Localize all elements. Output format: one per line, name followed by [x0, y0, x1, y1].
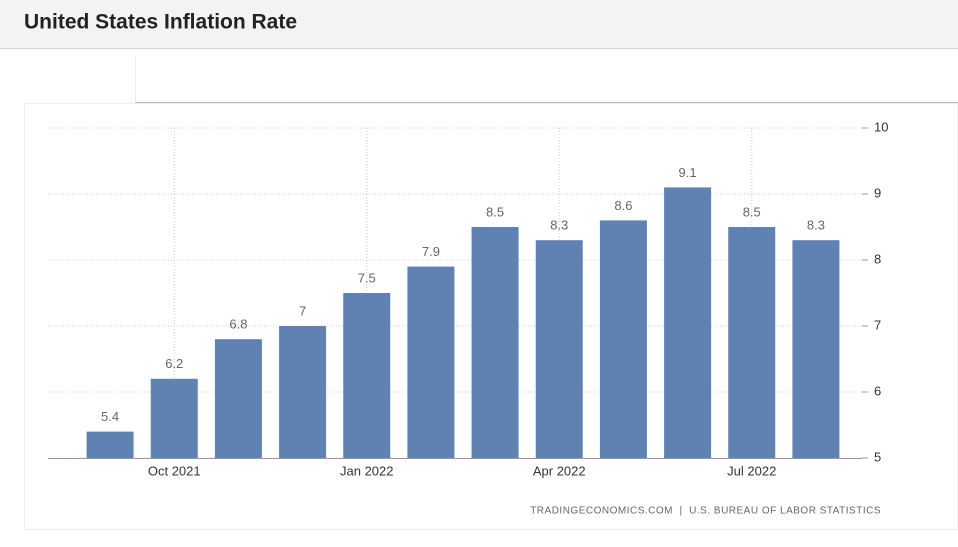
bar — [728, 227, 776, 458]
value-label: 7.9 — [422, 244, 440, 259]
bar — [599, 220, 647, 458]
value-label: 8.3 — [807, 218, 825, 233]
y-tick-label: 10 — [874, 119, 888, 134]
value-label: 8.5 — [486, 204, 504, 219]
value-label: 8.6 — [614, 198, 632, 213]
value-label: 5.4 — [101, 409, 119, 424]
y-tick-label: 9 — [874, 185, 881, 200]
x-tick-label: Apr 2022 — [533, 463, 586, 478]
y-tick-label: 6 — [874, 383, 881, 398]
bar — [535, 240, 583, 458]
value-label: 6.2 — [165, 356, 183, 371]
y-tick-label: 7 — [874, 317, 881, 332]
value-label: 8.3 — [550, 218, 568, 233]
bar — [214, 339, 262, 458]
value-label: 8.5 — [743, 204, 761, 219]
bar — [86, 431, 134, 458]
value-label: 9.1 — [679, 165, 697, 180]
bar — [792, 240, 840, 458]
x-tick-label: Oct 2021 — [148, 463, 201, 478]
value-label: 6.8 — [229, 317, 247, 332]
x-tick-label: Jan 2022 — [340, 463, 394, 478]
chart-title: United States Inflation Rate — [24, 11, 297, 34]
y-tick-label: 5 — [874, 449, 881, 464]
bar — [150, 378, 198, 458]
bar — [664, 187, 712, 458]
header-bar — [0, 0, 958, 48]
value-label: 7 — [299, 303, 306, 318]
x-tick-label: Jul 2022 — [727, 463, 776, 478]
value-label: 7.5 — [358, 270, 376, 285]
bar — [407, 266, 455, 458]
bar — [343, 293, 391, 458]
source: TRADINGECONOMICS.COM | U.S. BUREAU OF LA… — [530, 506, 881, 517]
y-tick-label: 8 — [874, 251, 881, 266]
bar — [471, 227, 519, 458]
bar — [279, 326, 327, 458]
